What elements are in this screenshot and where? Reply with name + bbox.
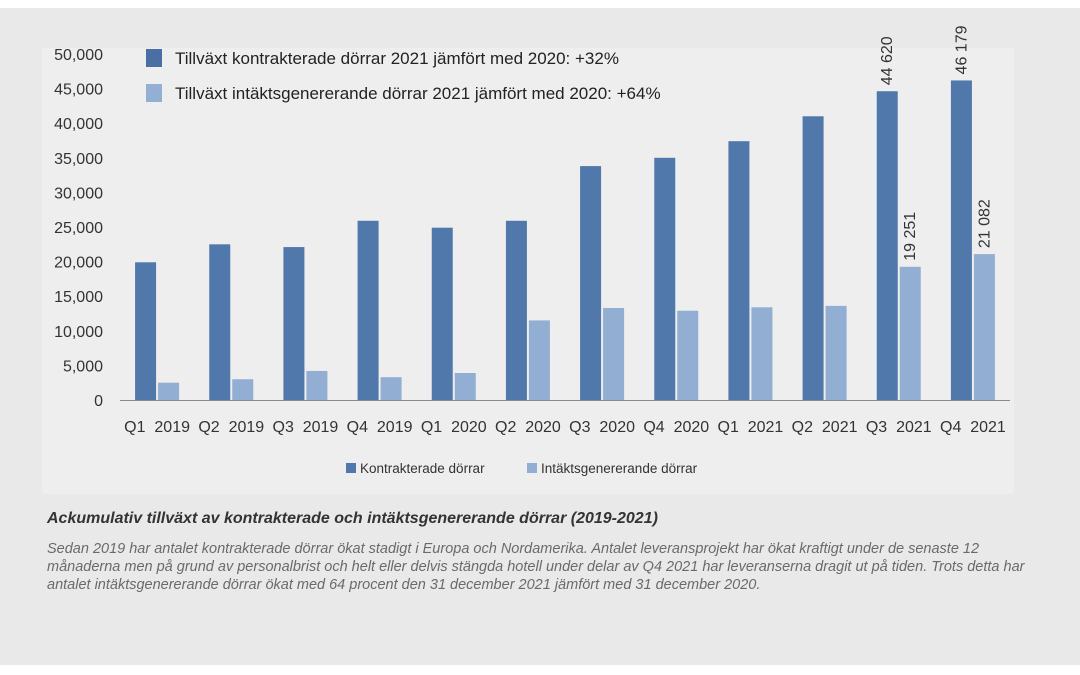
bar-kontrakterade <box>728 141 750 400</box>
y-tick-label: 0 <box>94 393 103 410</box>
bar-kontrakterade <box>950 80 972 401</box>
legend-label: Kontrakterade dörrar <box>360 461 485 476</box>
bar-kontrakterade <box>580 166 602 400</box>
top-legend-swatch <box>146 84 162 102</box>
x-tick-label: Q2 2021 <box>792 419 858 436</box>
y-tick-label: 10,000 <box>54 324 103 341</box>
bar-intaktsgenererande <box>306 370 328 400</box>
x-tick-label: Q3 2019 <box>273 419 339 436</box>
bar-intaktsgenererande <box>454 373 476 400</box>
x-tick-label: Q4 2020 <box>643 419 709 436</box>
data-label: 46 179 <box>953 25 970 74</box>
y-tick-label: 20,000 <box>54 255 103 272</box>
bar-intaktsgenererande <box>973 254 995 400</box>
bar-kontrakterade <box>209 244 231 400</box>
bar-intaktsgenererande <box>677 310 699 400</box>
bar-intaktsgenererande <box>232 379 254 400</box>
bar-kontrakterade <box>876 91 898 400</box>
top-legend-label: Tillväxt intäktsgenererande dörrar 2021 … <box>175 84 661 103</box>
x-tick-label: Q2 2020 <box>495 419 561 436</box>
top-legend: Tillväxt kontrakterade dörrar 2021 jämfö… <box>146 49 661 103</box>
x-axis-ticks: Q1 2019 Q2 2019 Q3 2019 Q4 2019 Q1 2020 Q2 20… <box>124 419 1006 436</box>
bar-kontrakterade <box>654 157 676 400</box>
x-tick-label: Q4 2021 <box>940 419 1006 436</box>
y-tick-label: 30,000 <box>54 185 103 202</box>
bar-intaktsgenererande <box>528 320 550 400</box>
bar-intaktsgenererande <box>825 305 847 400</box>
x-tick-label: Q1 2020 <box>421 419 487 436</box>
bar-intaktsgenererande <box>380 377 402 400</box>
x-tick-label: Q1 2021 <box>718 419 784 436</box>
x-tick-label: Q4 2019 <box>347 419 413 436</box>
chart-area <box>42 48 1014 494</box>
top-legend-swatch <box>146 49 162 67</box>
data-label: 19 251 <box>902 212 919 261</box>
bar-intaktsgenererande <box>158 382 180 400</box>
data-label: 21 082 <box>976 199 993 248</box>
bars: 44 620 19 251 46 179 21 082 <box>135 25 995 401</box>
bar-kontrakterade <box>431 227 453 400</box>
bar-intaktsgenererande <box>603 307 625 400</box>
y-tick-label: 45,000 <box>54 82 103 99</box>
legend-swatch <box>527 463 537 473</box>
x-tick-label: Q2 2019 <box>198 419 264 436</box>
bar-kontrakterade <box>135 262 157 400</box>
bar-kontrakterade <box>283 247 305 400</box>
bar-kontrakterade <box>505 220 527 400</box>
y-axis-ticks: 0 5,000 10,000 15,000 20,000 25,000 30,000 35,0… <box>54 47 103 410</box>
bar-chart: 0 5,000 10,000 15,000 20,000 25,000 30,000 35,0… <box>54 25 1010 476</box>
data-label: 44 620 <box>879 36 896 85</box>
bar-kontrakterade <box>357 220 379 400</box>
caption-text: Sedan 2019 har antalet kontrakterade dör… <box>47 541 1025 593</box>
y-tick-label: 35,000 <box>54 151 103 168</box>
legend-label: Intäktsgenererande dörrar <box>541 461 698 476</box>
top-legend-label: Tillväxt kontrakterade dörrar 2021 jämfö… <box>175 49 619 68</box>
caption-title: Ackumulativ tillväxt av kontrakterade oc… <box>47 510 658 527</box>
x-tick-label: Q3 2020 <box>569 419 635 436</box>
y-tick-label: 40,000 <box>54 116 103 133</box>
bar-kontrakterade <box>802 116 824 400</box>
legend-swatch <box>346 463 356 473</box>
bottom-legend: Kontrakterade dörrar Intäktsgenererande d… <box>346 461 698 476</box>
bar-intaktsgenererande <box>899 266 921 400</box>
y-tick-label: 15,000 <box>54 289 103 306</box>
y-tick-label: 50,000 <box>54 47 103 64</box>
bar-intaktsgenererande <box>751 307 773 400</box>
x-tick-label: Q1 2019 <box>124 419 190 436</box>
x-tick-label: Q3 2021 <box>866 419 932 436</box>
y-tick-label: 5,000 <box>63 358 103 375</box>
y-tick-label: 25,000 <box>54 220 103 237</box>
